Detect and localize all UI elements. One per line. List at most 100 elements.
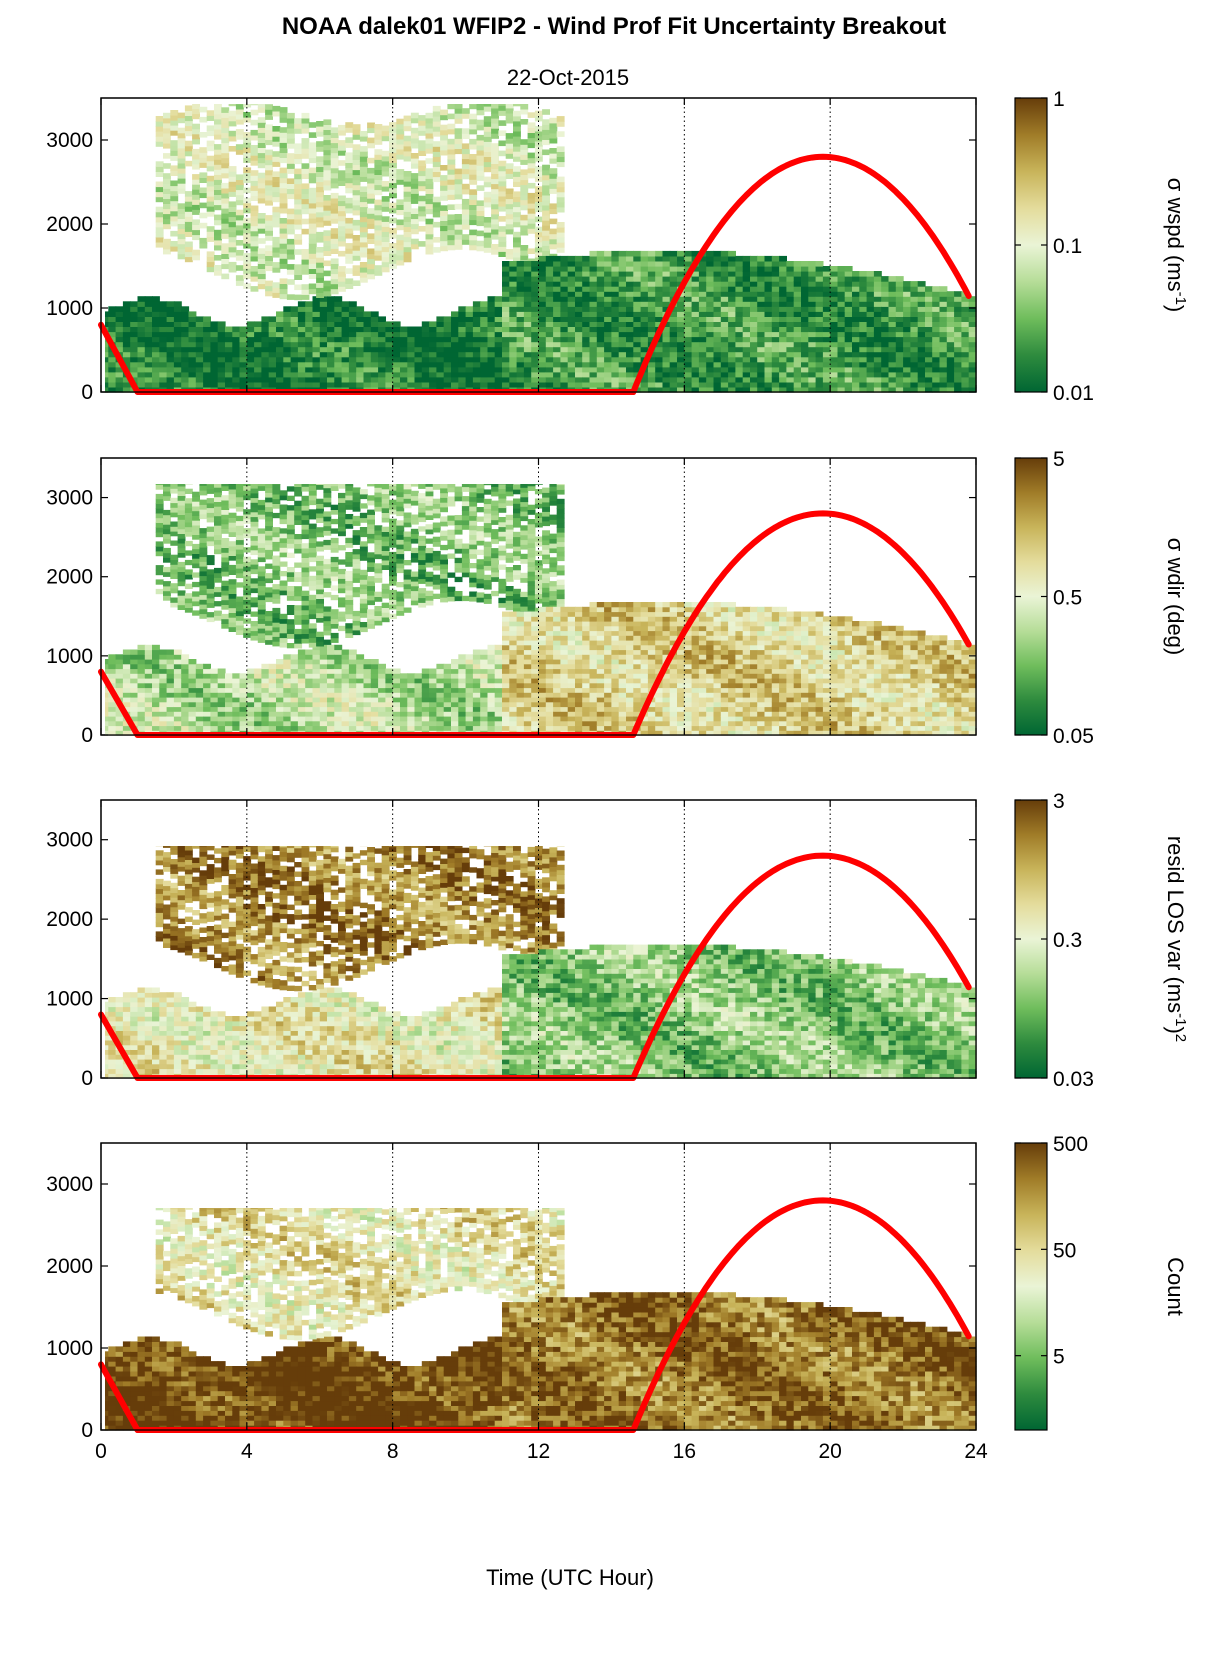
heatmap-cell (808, 311, 817, 317)
heatmap-cell (440, 205, 448, 211)
heatmap-cell (881, 276, 890, 282)
heatmap-cell (844, 366, 853, 373)
heatmap-cell (742, 336, 751, 343)
heatmap-cell (294, 234, 303, 240)
heatmap-cell (487, 720, 496, 727)
heatmap-cell (961, 371, 970, 378)
heatmap-cell (225, 336, 233, 343)
heatmap-cell (184, 251, 193, 258)
heatmap-cell (188, 361, 197, 368)
heatmap-cell (250, 205, 259, 212)
heatmap-cell (534, 125, 543, 132)
heatmap-cell (294, 183, 303, 190)
heatmap-cell (771, 331, 780, 338)
heatmap-cell (410, 137, 419, 144)
heatmap-cell (447, 214, 456, 220)
heatmap-cell (192, 184, 200, 190)
heatmap-cell (480, 725, 489, 731)
heatmap-cell (254, 341, 262, 348)
heatmap-cell (170, 246, 179, 252)
heatmap-cell (429, 720, 437, 727)
heatmap-cell (188, 663, 197, 670)
heatmap-cell (163, 112, 171, 119)
heatmap-cell (476, 150, 485, 156)
heatmap-cell (545, 271, 554, 277)
heatmap-cell (279, 248, 288, 254)
heatmap-cell (786, 286, 795, 292)
heatmap-cell (487, 381, 496, 388)
heatmap-cell (392, 351, 401, 358)
heatmap-cell (520, 108, 529, 115)
heatmap-cell (436, 331, 445, 338)
heatmap-cell (458, 371, 467, 378)
heatmap-cell (611, 281, 620, 287)
heatmap-cell (786, 311, 795, 317)
heatmap-cell (312, 351, 321, 358)
heatmap-cell (440, 225, 448, 232)
heatmap-cell (425, 193, 434, 200)
heatmap-cell (549, 178, 558, 184)
heatmap-cell (735, 376, 744, 383)
heatmap-cell (764, 381, 773, 388)
heatmap-cell (396, 179, 405, 185)
heatmap-cell (297, 341, 306, 348)
heatmap-cell (334, 366, 343, 373)
heatmap-cell (173, 649, 182, 655)
heatmap-cell (888, 306, 897, 312)
heatmap-cell (706, 336, 715, 343)
heatmap-cell (669, 351, 678, 358)
heatmap-cell (633, 326, 642, 333)
heatmap-cell (330, 283, 339, 290)
heatmap-cell (844, 306, 853, 312)
heatmap-cell (159, 346, 168, 353)
heatmap-cell (764, 351, 773, 358)
heatmap-cell (155, 231, 164, 238)
heatmap-cell (403, 251, 412, 258)
heatmap-cell (513, 236, 521, 243)
heatmap-cell (338, 230, 346, 237)
heatmap-cell (210, 668, 219, 674)
heatmap-cell (279, 127, 288, 133)
heatmap-cell (604, 321, 612, 327)
heatmap-cell (487, 668, 496, 674)
heatmap-cell (279, 228, 288, 234)
heatmap-cell (228, 246, 237, 253)
heatmap-cell (662, 376, 671, 383)
heatmap-cell (367, 213, 375, 219)
heatmap-cell (122, 697, 131, 703)
heatmap-cell (451, 711, 459, 717)
heatmap-cell (330, 162, 339, 169)
heatmap-cell (159, 682, 168, 689)
heatmap-cell (130, 711, 139, 717)
heatmap-cell (345, 243, 354, 249)
heatmap-cell (443, 725, 452, 731)
heatmap-cell (345, 122, 354, 128)
heatmap-cell (494, 659, 503, 665)
heatmap-cell (808, 351, 817, 358)
heatmap-cell (888, 301, 897, 307)
heatmap-cell (137, 376, 146, 383)
heatmap-cell (494, 336, 503, 343)
heatmap-cell (389, 182, 397, 189)
heatmap-cell (105, 381, 109, 388)
heatmap-cell (312, 361, 321, 368)
heatmap-cell (297, 716, 306, 722)
heatmap-cell (487, 361, 496, 368)
heatmap-cell (895, 381, 904, 388)
heatmap-cell (706, 281, 715, 287)
heatmap-cell (338, 180, 346, 186)
heatmap-cell (265, 230, 273, 236)
heatmap-cell (192, 254, 200, 261)
heatmap-cell (815, 261, 824, 267)
heatmap-cell (458, 663, 467, 670)
heatmap-cell (436, 366, 445, 373)
heatmap-cell (720, 341, 729, 348)
heatmap-cell (130, 697, 139, 703)
heatmap-cell (575, 321, 583, 327)
heatmap-cell (246, 716, 255, 722)
heatmap-cell (348, 649, 357, 655)
heatmap-cell (640, 311, 649, 317)
heatmap-cell (925, 326, 933, 333)
heatmap-cell (553, 316, 561, 322)
heatmap-cell (378, 687, 386, 693)
